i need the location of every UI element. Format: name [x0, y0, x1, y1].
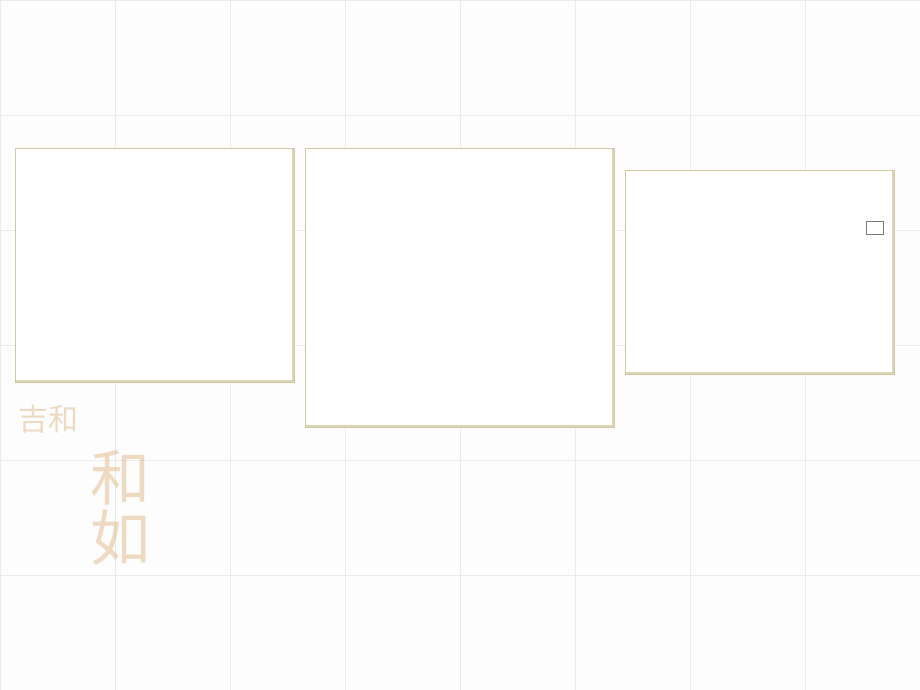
pie-legend: [866, 221, 884, 235]
bar-chart-description: [30, 643, 260, 668]
charts-row: [15, 148, 905, 428]
bar-chart-plot: [16, 149, 296, 384]
bar-chart: [15, 148, 295, 383]
pie-chart: [625, 170, 895, 375]
descriptions-row: [30, 643, 890, 668]
pie-chart-plot: [638, 189, 808, 359]
heading-brush-title: [23, 4, 268, 147]
line-chart-plot: [306, 149, 616, 429]
line-chart: [305, 148, 615, 428]
decoration-seal-small-3: 和如: [90, 450, 150, 570]
decoration-seal-topright: [780, 10, 920, 170]
pie-chart-description: [660, 643, 890, 668]
